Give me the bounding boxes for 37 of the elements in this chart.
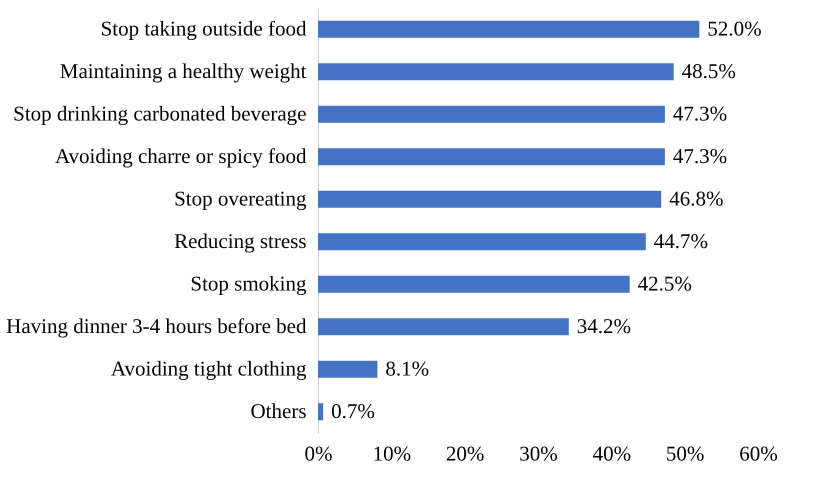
bar <box>318 148 665 166</box>
y-tick-label: Stop smoking <box>190 271 307 296</box>
bar <box>318 233 646 250</box>
x-tick-label: 20% <box>446 442 484 466</box>
bar <box>318 360 378 378</box>
data-label: 46.8% <box>669 186 724 210</box>
data-label: 52.0% <box>707 16 762 40</box>
y-tick-label: Having dinner 3-4 hours before bed <box>6 314 307 338</box>
x-tick-label: 40% <box>592 442 632 466</box>
y-tick-label: Reducing stress <box>174 228 306 253</box>
x-tick-label: 50% <box>666 442 704 466</box>
y-tick-label: Avoiding tight clothing <box>110 356 307 380</box>
x-tick-label: 30% <box>519 442 558 466</box>
data-label: 8.1% <box>385 356 430 380</box>
y-tick-label: Stop taking outside food <box>100 16 307 40</box>
y-tick-label: Stop drinking carbonated beverage <box>13 101 306 126</box>
bar <box>318 20 700 38</box>
y-tick-label: Stop overeating <box>174 186 307 210</box>
data-label: 42.5% <box>638 271 692 296</box>
bar <box>318 276 630 293</box>
bar <box>318 403 324 420</box>
data-label: 34.2% <box>576 314 632 338</box>
data-label: 44.7% <box>654 228 708 253</box>
data-label: 47.3% <box>672 101 728 126</box>
y-tick-label: Others <box>250 398 306 423</box>
bar <box>318 63 674 80</box>
y-tick-label: Maintaining a healthy weight <box>60 58 307 83</box>
bar <box>318 106 665 123</box>
y-tick-label: Avoiding charre or spicy food <box>54 144 307 168</box>
data-label: 0.7% <box>331 398 375 423</box>
data-label: 48.5% <box>682 58 736 83</box>
x-tick-label: 0% <box>304 442 332 466</box>
x-tick-label: 10% <box>372 442 412 466</box>
bar <box>318 318 569 336</box>
bar <box>318 190 662 208</box>
x-tick-label: 60% <box>739 442 778 466</box>
data-label: 47.3% <box>672 144 728 168</box>
